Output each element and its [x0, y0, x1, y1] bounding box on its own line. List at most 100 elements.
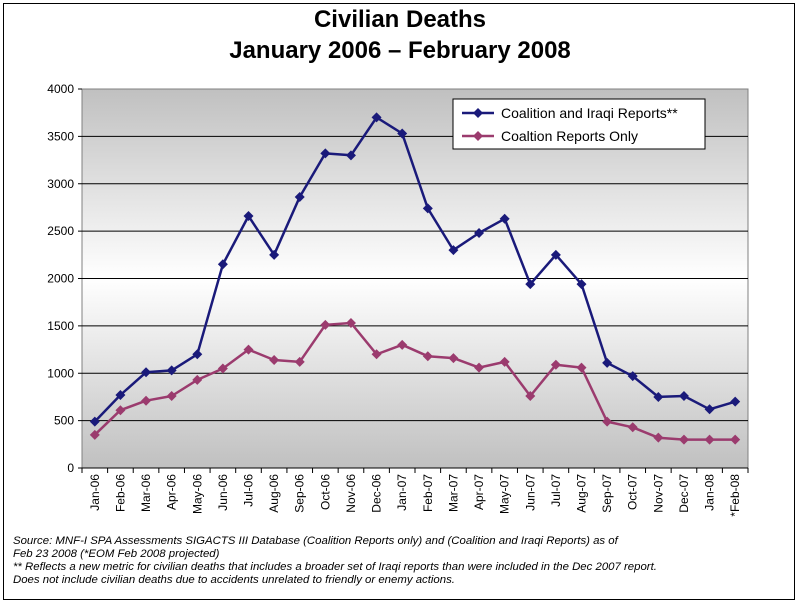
series-2-line — [93, 321, 736, 441]
series-2-point — [217, 363, 228, 374]
series-1-point — [422, 203, 433, 214]
series-lines — [89, 112, 741, 445]
series-1-point — [499, 213, 510, 224]
x-tick-label: Nov-06 — [344, 474, 358, 513]
x-tick-label: Jan-08 — [703, 474, 717, 511]
legend-marker-series-2 — [473, 131, 483, 141]
series-1-point — [243, 210, 254, 221]
series-1-point — [345, 150, 356, 161]
series-1-point — [730, 396, 741, 407]
series-2-point — [678, 434, 689, 445]
series-1-point — [525, 279, 536, 290]
series-2-point — [730, 434, 741, 445]
series-1-line — [93, 116, 736, 423]
x-tick-label: Mar-06 — [139, 474, 153, 512]
series-2-point — [397, 339, 408, 350]
legend-box — [452, 98, 706, 150]
series-2-point — [320, 319, 331, 330]
x-axis-ticks: Jan-06 Feb-06 Mar-06 Apr-06 May-06 Jun-06 Jul-… — [81, 467, 749, 517]
series-2-point — [602, 416, 613, 427]
x-tick-label: Aug-06 — [267, 474, 281, 513]
series-1-point — [217, 259, 228, 270]
footnote-line-2: Does not include civilian deaths due to … — [13, 574, 455, 586]
series-2-point — [192, 374, 203, 385]
x-tick-label: Oct-06 — [318, 474, 332, 510]
series-2-point — [525, 390, 536, 401]
x-tick-label: Apr-07 — [472, 474, 486, 510]
footnote-line-1: ** Reflects a new metric for civilian de… — [13, 561, 657, 573]
x-tick-label: *Feb-08 — [728, 474, 742, 517]
x-tick-label: Dec-06 — [370, 474, 384, 513]
series-1-point — [627, 371, 638, 382]
source-line-1: Source: MNF-I SPA Assessments SIGACTS II… — [13, 535, 618, 547]
chart-title-line1: Civilian Deaths — [313, 6, 487, 33]
y-tick-label: 3500 — [47, 129, 74, 143]
series-1-point — [576, 279, 587, 290]
series-1-point — [550, 249, 561, 260]
x-tick-label: Nov-07 — [651, 474, 665, 513]
series-1-point — [141, 367, 152, 378]
series-2-point — [371, 349, 382, 360]
series-2-point — [550, 359, 561, 370]
series-2-point — [704, 434, 715, 445]
x-tick-label: Dec-07 — [677, 474, 691, 513]
series-2-point — [269, 354, 280, 365]
y-tick-label: 2000 — [47, 272, 74, 286]
series-2-point — [653, 432, 664, 443]
series-1-point — [474, 228, 485, 239]
legend-label-series-2: Coaltion Reports Only — [501, 128, 638, 144]
series-1-point — [602, 357, 613, 368]
x-tick-label: Mar-07 — [446, 474, 460, 512]
y-tick-label: 4000 — [47, 82, 74, 96]
series-1-point — [371, 112, 382, 123]
series-1-point — [320, 148, 331, 159]
x-tick-label: Feb-07 — [421, 474, 435, 512]
x-tick-label: May-07 — [498, 474, 512, 514]
series-1-point — [448, 245, 459, 256]
y-tick-label: 2500 — [47, 224, 74, 238]
series-1-point — [397, 128, 408, 139]
series-1-point — [166, 365, 177, 376]
legend: Coalition and Iraqi Reports** Coaltion R… — [452, 98, 706, 150]
series-2-point — [448, 353, 459, 364]
legend-marker-series-1 — [473, 108, 483, 118]
series-2-point — [89, 429, 100, 440]
y-tick-label: 1500 — [47, 319, 74, 333]
series-1-point — [294, 192, 305, 203]
x-tick-label: Apr-06 — [165, 474, 179, 510]
series-1-point — [653, 391, 664, 402]
series-1-point — [115, 390, 126, 401]
x-tick-label: Jun-06 — [216, 474, 230, 511]
x-tick-label: Sep-06 — [293, 474, 307, 513]
series-1-point — [89, 416, 100, 427]
x-tick-label: Feb-06 — [113, 474, 127, 512]
x-tick-label: Jun-07 — [523, 474, 537, 511]
x-tick-label: Oct-07 — [626, 474, 640, 510]
slide-frame — [3, 3, 795, 600]
series-2-point — [166, 390, 177, 401]
series-2-point — [141, 395, 152, 406]
source-note: Source: MNF-I SPA Assessments SIGACTS II… — [13, 535, 793, 587]
grid-lines — [82, 135, 748, 422]
series-2-point — [345, 318, 356, 329]
source-line-2: Feb 23 2008 (*EOM Feb 2008 projected) — [13, 548, 220, 560]
x-tick-label: Jul-07 — [549, 474, 563, 507]
series-1-point — [678, 390, 689, 401]
series-2-point — [115, 405, 126, 416]
series-2-point — [627, 422, 638, 433]
series-2-point — [422, 351, 433, 362]
series-2-point — [499, 356, 510, 367]
series-1-point — [269, 249, 280, 260]
series-2-point — [474, 362, 485, 373]
legend-label-series-1: Coalition and Iraqi Reports** — [501, 105, 678, 121]
x-tick-label: Jan-07 — [395, 474, 409, 511]
x-tick-label: May-06 — [190, 474, 204, 514]
chart-title-line2: January 2006 – February 2008 — [229, 37, 571, 64]
y-tick-label: 1000 — [47, 366, 74, 380]
series-1-point — [192, 349, 203, 360]
y-tick-label: 500 — [54, 414, 74, 428]
y-tick-label: 0 — [67, 461, 74, 475]
x-tick-label: Aug-07 — [575, 474, 589, 513]
x-tick-label: Jan-06 — [88, 474, 102, 511]
